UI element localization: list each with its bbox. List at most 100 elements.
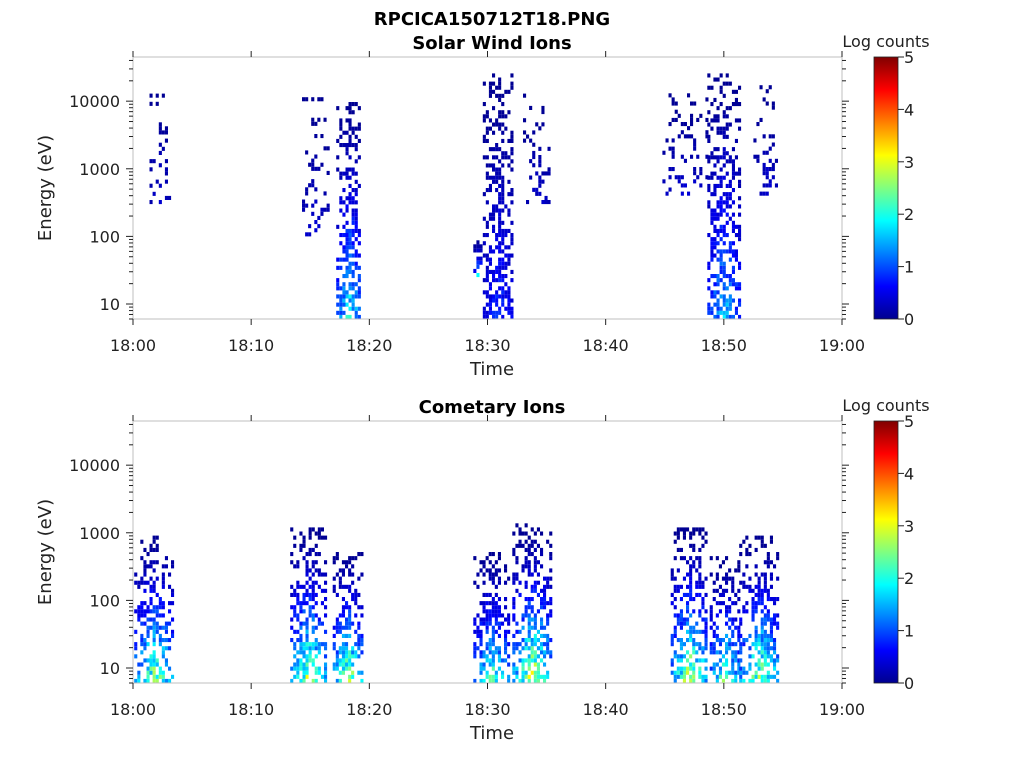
spectrogram-cell bbox=[354, 592, 358, 597]
spectrogram-cell bbox=[696, 175, 700, 180]
spectrogram-cell bbox=[722, 81, 726, 86]
spectrogram-cell bbox=[698, 527, 702, 532]
spectrogram-cell bbox=[293, 535, 297, 540]
spectrogram-cell bbox=[338, 584, 342, 589]
spectrogram-cell bbox=[731, 642, 735, 647]
spectrogram-cell bbox=[155, 535, 159, 540]
spectrogram-cell bbox=[311, 592, 315, 597]
spectrogram-cell bbox=[326, 170, 330, 175]
spectrogram-cell bbox=[488, 175, 492, 180]
spectrogram-cell bbox=[354, 188, 358, 193]
spectrogram-cell bbox=[524, 580, 528, 585]
spectrogram-cell bbox=[485, 658, 489, 663]
spectrogram-cell bbox=[158, 150, 162, 155]
spectrogram-cell bbox=[336, 282, 340, 287]
spectrogram-cell bbox=[546, 633, 550, 638]
spectrogram-cell bbox=[739, 674, 743, 679]
spectrogram-cell bbox=[491, 662, 495, 667]
spectrogram-cell bbox=[549, 552, 553, 557]
spectrogram-cell bbox=[501, 188, 505, 193]
spectrogram-cell bbox=[290, 678, 294, 683]
spectrogram-cell bbox=[498, 208, 502, 213]
spectrogram-cell bbox=[488, 282, 492, 287]
spectrogram-cell bbox=[673, 588, 677, 593]
spectrogram-cell bbox=[776, 670, 780, 675]
spectrogram-cell bbox=[152, 674, 156, 679]
spectrogram-cell bbox=[742, 572, 746, 577]
spectrogram-cell bbox=[773, 621, 777, 626]
spectrogram-cell bbox=[345, 130, 349, 135]
spectrogram-cell bbox=[757, 592, 761, 597]
spectrogram-cell bbox=[501, 241, 505, 246]
spectrogram-cell bbox=[695, 580, 699, 585]
spectrogram-cell bbox=[515, 670, 519, 675]
spectrogram-cell bbox=[507, 621, 511, 626]
spectrogram-cell bbox=[351, 286, 355, 291]
spectrogram-cell bbox=[683, 158, 687, 163]
spectrogram-cell bbox=[713, 245, 717, 250]
spectrogram-cell bbox=[311, 588, 315, 593]
spectrogram-cell bbox=[342, 282, 346, 287]
spectrogram-cell bbox=[721, 592, 725, 597]
spectrogram-cell bbox=[336, 155, 340, 160]
spectrogram-cell bbox=[485, 233, 489, 238]
spectrogram-cell bbox=[354, 629, 358, 634]
spectrogram-cell bbox=[348, 245, 352, 250]
spectrogram-cell bbox=[707, 134, 711, 139]
spectrogram-cell bbox=[523, 118, 527, 123]
spectrogram-cell bbox=[296, 666, 300, 671]
spectrogram-cell bbox=[515, 674, 519, 679]
spectrogram-cell bbox=[734, 601, 738, 606]
spectrogram-cell bbox=[693, 138, 697, 143]
spectrogram-cell bbox=[524, 674, 528, 679]
spectrogram-cell bbox=[536, 572, 540, 577]
spectrogram-cell bbox=[710, 151, 714, 156]
spectrogram-cell bbox=[527, 543, 531, 548]
spectrogram-cell bbox=[324, 662, 328, 667]
spectrogram-cell bbox=[765, 171, 769, 176]
spectrogram-cell bbox=[305, 97, 309, 102]
spectrogram-cell bbox=[476, 244, 480, 249]
spectrogram-cell bbox=[773, 597, 777, 602]
spectrogram-cell bbox=[311, 580, 315, 585]
spectrogram-cell bbox=[308, 609, 312, 614]
spectrogram-cell bbox=[143, 646, 147, 651]
spectrogram-cell bbox=[546, 670, 550, 675]
spectrogram-cell bbox=[326, 207, 330, 212]
spectrogram-cell bbox=[759, 191, 763, 196]
spectrogram-cell bbox=[716, 118, 720, 123]
spectrogram-cell bbox=[161, 584, 165, 589]
spectrogram-cell bbox=[164, 678, 168, 683]
spectrogram-cell bbox=[479, 678, 483, 683]
spectrogram-cell bbox=[485, 171, 489, 176]
spectrogram-cell bbox=[721, 678, 725, 683]
spectrogram-cell bbox=[734, 282, 738, 287]
spectrogram-cell bbox=[504, 155, 508, 160]
spectrogram-cell bbox=[731, 249, 735, 254]
y-tick-label: 1000 bbox=[79, 524, 120, 543]
spectrogram-cell bbox=[354, 249, 358, 254]
spectrogram-cell bbox=[707, 73, 711, 78]
spectrogram-cell bbox=[731, 588, 735, 593]
spectrogram-cell bbox=[507, 228, 511, 233]
spectrogram-cell bbox=[704, 674, 708, 679]
spectrogram-cell bbox=[686, 592, 690, 597]
spectrogram-cell bbox=[348, 282, 352, 287]
spectrogram-cell bbox=[738, 265, 742, 270]
spectrogram-cell bbox=[345, 290, 349, 295]
spectrogram-cell bbox=[507, 642, 511, 647]
spectrogram-cell bbox=[155, 613, 159, 618]
spectrogram-cell bbox=[698, 547, 702, 552]
spectrogram-cell bbox=[713, 163, 717, 168]
spectrogram-cell bbox=[342, 188, 346, 193]
y-axis-label: Energy (eV) bbox=[35, 499, 56, 605]
spectrogram-cell bbox=[718, 666, 722, 671]
spectrogram-cell bbox=[544, 200, 548, 205]
spectrogram-cell bbox=[332, 588, 336, 593]
spectrogram-cell bbox=[158, 200, 162, 205]
spectrogram-cell bbox=[146, 609, 150, 614]
spectrogram-cell bbox=[738, 118, 742, 123]
spectrogram-cell bbox=[488, 85, 492, 90]
spectrogram-cell bbox=[679, 646, 683, 651]
spectrogram-cell bbox=[140, 633, 144, 638]
